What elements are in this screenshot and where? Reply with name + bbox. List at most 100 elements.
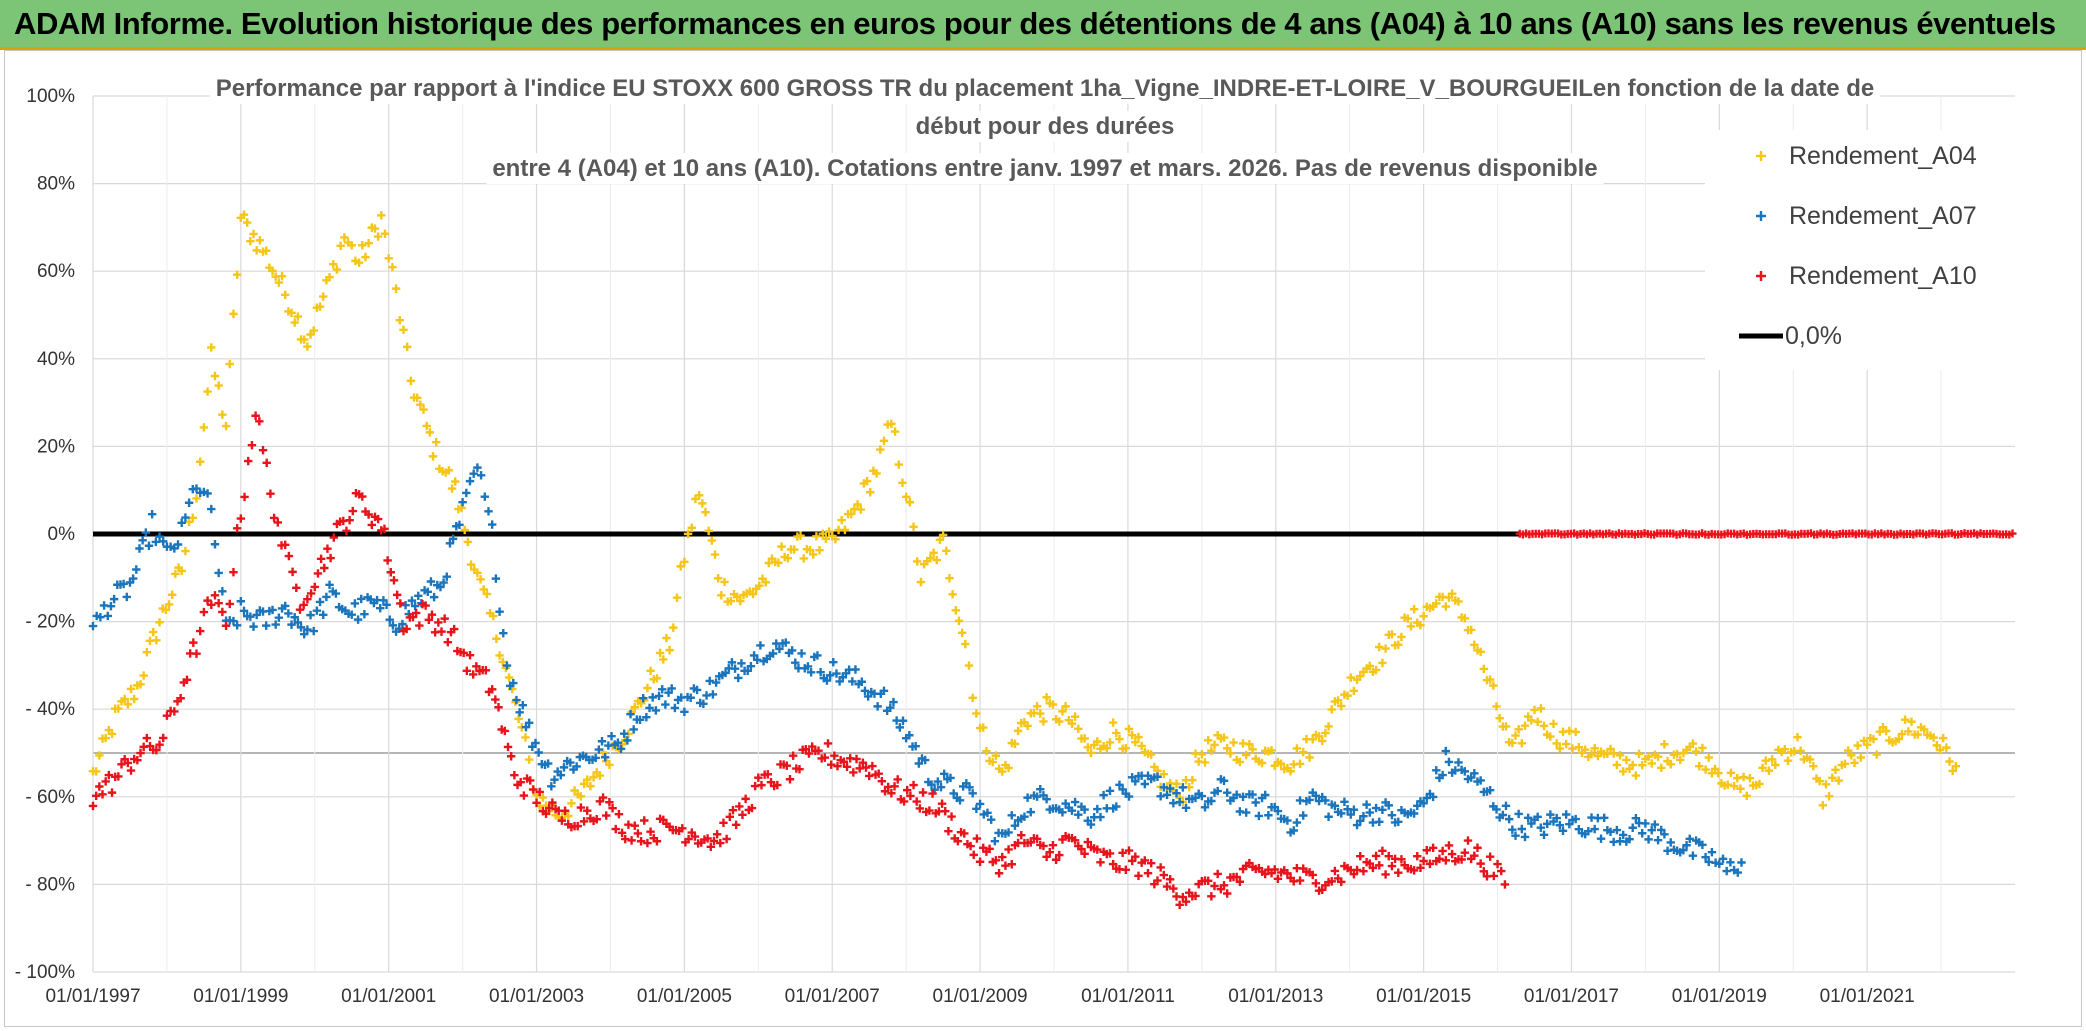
data-point [1159,870,1169,880]
data-point [1188,775,1197,785]
data-point [425,428,435,437]
data-point [851,665,860,674]
data-point [705,676,714,686]
data-point [753,655,762,665]
data-point [510,770,519,780]
data-point [796,531,805,540]
data-point [1086,748,1096,758]
data-point [1140,779,1150,789]
data-point [1718,854,1728,864]
data-point [1729,781,1739,791]
data-point [1156,863,1165,872]
data-point [944,826,953,836]
data-point [535,787,544,797]
data-point [261,246,271,255]
data-point [1375,861,1384,870]
data-point [820,753,830,762]
data-point [1387,811,1397,820]
x-tick-label: 01/01/1999 [193,986,288,1007]
data-point [142,648,152,657]
data-point [313,569,323,578]
data-point [287,308,296,318]
data-point [1051,855,1061,864]
data-point [141,528,151,537]
data-point [909,780,918,790]
data-point [801,745,811,754]
data-point [748,589,758,599]
data-point [1704,753,1713,762]
data-point [107,788,117,797]
data-point [171,569,180,579]
data-point [645,703,654,713]
data-point [842,762,852,771]
data-point [1165,875,1175,884]
data-point [104,770,114,780]
data-point [1438,846,1447,856]
data-point [856,505,865,514]
data-point [1463,836,1473,845]
data-point [109,594,119,604]
data-point [1346,673,1355,682]
data-point [719,818,728,827]
data-point [269,513,279,523]
data-point [1500,880,1510,889]
data-point [1013,726,1023,736]
data-point [1384,801,1393,810]
data-point [336,241,345,251]
data-point [957,628,967,638]
data-point [664,688,673,697]
data-point [449,624,459,634]
data-point [529,785,538,794]
data-point [832,669,841,678]
data-point [1619,830,1628,840]
data-point [1321,796,1330,805]
data-point [1638,761,1647,770]
data-point [303,342,312,351]
data-point [1533,812,1542,822]
data-point [176,694,185,703]
data-point [818,529,827,538]
data-point [392,590,402,600]
data-point [1200,758,1210,767]
data-point [1682,841,1691,850]
data-point [925,806,934,815]
data-point [360,610,369,619]
data-point [583,806,592,815]
data-point [1105,849,1115,858]
data-point [299,600,308,610]
data-point [1067,719,1077,728]
data-point [807,742,817,751]
data-point [768,649,778,658]
data-point [720,577,729,587]
data-point [182,675,192,685]
data-point [1818,801,1827,810]
data-point [358,492,367,501]
data-point [785,775,795,784]
legend-label: Rendement_A10 [1789,262,1977,290]
data-point [1530,705,1539,715]
data-point [1337,809,1346,818]
data-point [736,596,745,606]
data-point [136,680,145,689]
data-point [151,537,161,547]
data-point [1568,744,1577,753]
data-point [1495,713,1504,723]
data-point [1441,746,1450,756]
data-point [1074,810,1083,819]
data-point [949,789,958,798]
data-point [1359,812,1368,821]
data-point [284,609,293,618]
data-point [994,869,1004,878]
data-point [1691,747,1701,756]
data-point [170,707,179,716]
data-point [1615,751,1625,760]
data-point [136,748,145,758]
data-point [1096,812,1105,822]
data-point [1587,750,1596,759]
data-point [665,645,674,655]
data-point [823,739,833,748]
data-point [1710,764,1720,774]
data-point [482,589,492,599]
data-point [1894,734,1904,744]
x-tick-label: 01/01/2017 [1524,986,1619,1007]
